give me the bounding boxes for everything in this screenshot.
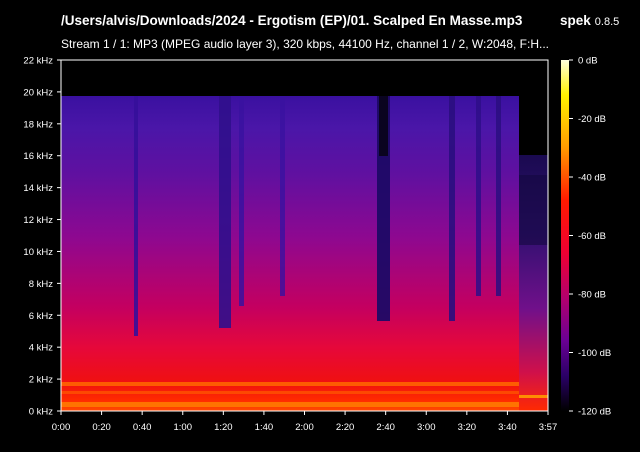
file-path-title: /Users/alvis/Downloads/2024 - Ergotism (…	[61, 13, 523, 28]
level-label: -120 dB	[578, 407, 611, 418]
frequency-label: 20 kHz	[23, 87, 53, 98]
time-label: 0:20	[92, 422, 111, 433]
frequency-label: 2 kHz	[29, 375, 54, 386]
time-label: 3:57	[539, 422, 558, 433]
time-label: 3:20	[458, 422, 477, 433]
level-label: -40 dB	[578, 173, 606, 184]
time-label: 1:40	[255, 422, 274, 433]
time-label: 3:00	[417, 422, 436, 433]
time-label: 2:20	[336, 422, 355, 433]
level-scale-bar	[561, 60, 569, 411]
frequency-axis: 0 kHz 2 kHz 4 kHz 6 kHz 8 kHz 10 kHz 12 kHz 14 …	[23, 56, 61, 418]
frequency-label: 10 kHz	[23, 247, 53, 258]
frequency-label: 16 kHz	[23, 151, 53, 162]
app-name-label: spek	[560, 13, 591, 28]
spectrogram-image	[61, 60, 548, 411]
level-label: -100 dB	[578, 348, 611, 359]
time-label: 1:20	[214, 422, 233, 433]
frequency-label: 22 kHz	[23, 56, 53, 67]
time-axis: 0:00 0:20 0:40 1:00 1:20 1:40 2:00 2:20 2:40 3:00…	[52, 411, 558, 433]
spectrogram-axes: 0 kHz 2 kHz 4 kHz 6 kHz 8 kHz 10 kHz 12 kHz 14 …	[23, 56, 557, 434]
frequency-label: 18 kHz	[23, 119, 53, 130]
time-label: 2:40	[376, 422, 395, 433]
app-version: 0.8.5	[594, 16, 620, 28]
level-label: 0 dB	[578, 56, 598, 67]
frequency-label: 8 kHz	[29, 279, 54, 290]
frequency-label: 0 kHz	[29, 407, 54, 418]
level-scale-axis: 0 dB -20 dB -40 dB -60 dB -80 dB -100 dB -120 …	[569, 56, 611, 418]
frequency-label: 14 kHz	[23, 183, 53, 194]
stream-info: Stream 1 / 1: MP3 (MPEG audio layer 3), …	[61, 37, 550, 51]
frequency-label: 12 kHz	[23, 215, 53, 226]
level-label: -80 dB	[578, 290, 606, 301]
frequency-label: 4 kHz	[29, 343, 54, 354]
time-label: 0:40	[133, 422, 152, 433]
level-scale: 0 dB -20 dB -40 dB -60 dB -80 dB -100 dB -120 …	[561, 56, 611, 418]
app-name: spek 0.8.5	[560, 13, 619, 28]
time-label: 2:00	[295, 422, 314, 433]
level-label: -60 dB	[578, 231, 606, 242]
time-label: 3:40	[498, 422, 517, 433]
time-label: 0:00	[52, 422, 71, 433]
level-label: -20 dB	[578, 114, 606, 125]
time-label: 1:00	[174, 422, 193, 433]
frequency-label: 6 kHz	[29, 311, 54, 322]
